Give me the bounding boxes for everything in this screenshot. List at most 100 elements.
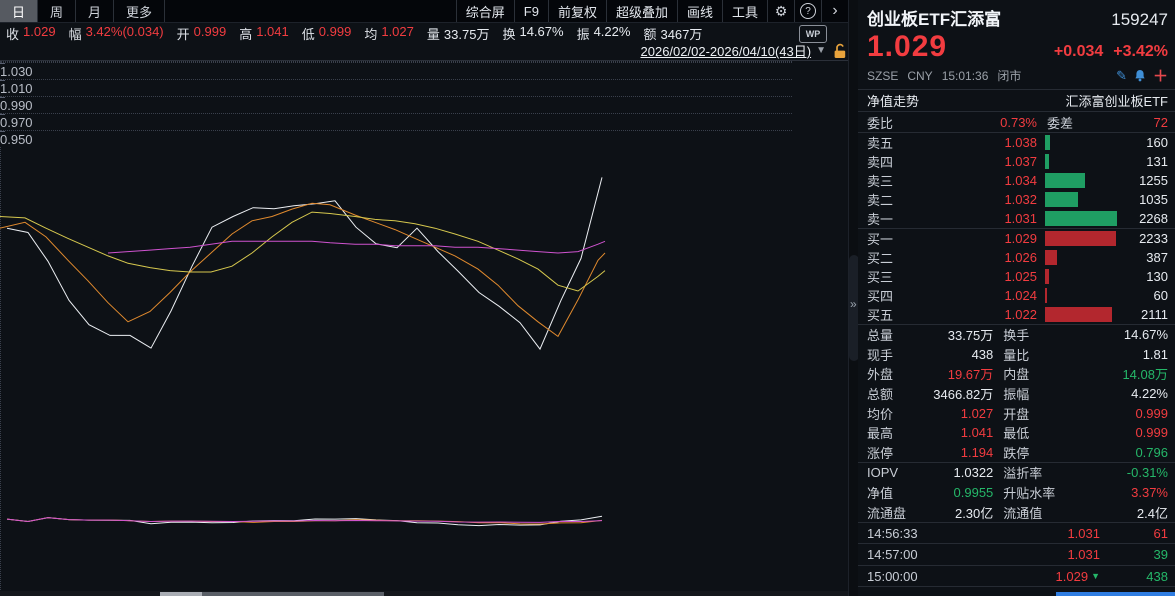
book-volume-bar: [1045, 231, 1116, 246]
stat-value: 33.75万: [947, 328, 994, 344]
toolbar-button-前复权[interactable]: 前复权: [547, 0, 606, 22]
info-item: 换 14.67%: [502, 24, 563, 43]
info-item: 开 0.999: [177, 24, 227, 43]
book-price[interactable]: 1.038: [1004, 135, 1037, 150]
book-level-label: 卖四: [867, 155, 894, 170]
book-volume: 1035: [1139, 192, 1168, 207]
tab-period-周[interactable]: 周: [38, 0, 77, 22]
info-value: 0.999: [318, 23, 352, 39]
chevron-right-icon[interactable]: ›: [821, 0, 848, 22]
tick-row[interactable]: 15:00:00 1.029 ▼ 438: [858, 566, 1175, 588]
tick-row[interactable]: 14:56:33 1.031 61: [858, 523, 1175, 545]
book-bar-wrap: [1045, 250, 1122, 265]
weicha-label: 委差: [1047, 115, 1074, 131]
info-item: 均 1.027: [364, 24, 414, 43]
info-label: 换: [502, 26, 516, 42]
settings-gear-icon[interactable]: ⚙: [767, 0, 794, 22]
add-plus-icon[interactable]: ＋: [1152, 68, 1168, 85]
stat-label: 涨停: [867, 445, 894, 461]
stat-value: 3.37%: [1131, 485, 1168, 501]
stat-label: 量比: [1003, 347, 1030, 363]
info-label: 幅: [68, 26, 82, 42]
book-price[interactable]: 1.024: [1004, 288, 1037, 303]
book-bar-wrap: [1045, 135, 1122, 150]
book-price[interactable]: 1.031: [1004, 211, 1037, 226]
stats-row: 总量 33.75万 换手 14.67%: [858, 325, 1175, 345]
info-label: 量: [426, 26, 440, 42]
grid-line: [0, 113, 792, 114]
order-book-row: 卖一 1.031 2268: [858, 209, 1175, 228]
info-item: 振 4.22%: [577, 24, 631, 43]
stat-label: 开盘: [1003, 406, 1030, 422]
stats-row: 最高 1.041 最低 0.999: [858, 423, 1175, 443]
book-price[interactable]: 1.022: [1004, 307, 1037, 322]
tick-time: 15:00:00: [867, 568, 918, 584]
book-volume: 2268: [1139, 211, 1168, 226]
book-volume: 2233: [1139, 231, 1168, 246]
stat-value: 0.999: [1135, 405, 1168, 421]
stat-value: 1.194: [960, 444, 994, 460]
order-book-row: 卖三 1.034 1255: [858, 171, 1175, 190]
book-price[interactable]: 1.026: [1004, 250, 1037, 265]
stats-block: 总量 33.75万 换手 14.67% 现手 438 量比 1.81 外盘 19.67万 内盘 14.…: [858, 325, 1175, 462]
book-price[interactable]: 1.037: [1004, 154, 1037, 169]
book-volume-bar: [1045, 211, 1117, 226]
divider-handle[interactable]: [849, 255, 859, 361]
book-volume: 131: [1146, 154, 1168, 169]
grid-line: [0, 130, 792, 131]
book-volume: 130: [1146, 269, 1168, 284]
nav-trend-label[interactable]: 净值走势: [867, 94, 920, 109]
book-level-label: 买四: [867, 289, 894, 304]
period-tab-bar: 日周月更多 综合屏 F9 前复权 超级叠加 画线 工具 ⚙ ? ›: [0, 0, 848, 23]
stats-row: 流通盘 2.30亿 流通值 2.4亿: [858, 502, 1175, 522]
kline-chart-canvas[interactable]: 1.0301.0100.9900.9700.95026-0326-048400万…: [0, 60, 848, 596]
stats-row: IOPV 1.0322 溢折率 -0.31%: [858, 463, 1175, 483]
stat-label: 总量: [867, 328, 894, 344]
tick-list: 14:56:33 1.031 61 14:57:00 1.031 39 15:00:00 1.…: [858, 523, 1175, 588]
stat-value: 3466.82万: [933, 387, 994, 403]
book-level-label: 卖五: [867, 136, 894, 151]
stat-value: 14.08万: [1122, 367, 1168, 383]
tick-row[interactable]: 14:57:00 1.031 39: [858, 544, 1175, 566]
book-price[interactable]: 1.029: [1004, 231, 1037, 246]
tab-period-更多[interactable]: 更多: [114, 0, 166, 22]
scrollbar-thumb[interactable]: [202, 592, 384, 596]
edit-pencil-icon[interactable]: ✎: [1116, 67, 1127, 83]
y-axis-label: 1.010: [0, 81, 33, 96]
stat-label: 净值: [867, 486, 894, 502]
tab-period-日[interactable]: 日: [0, 0, 39, 22]
book-bar-wrap: [1045, 231, 1122, 246]
stat-value: -0.31%: [1126, 465, 1168, 481]
toolbar-button-综合屏[interactable]: 综合屏: [455, 0, 514, 22]
toolbar-button-F9[interactable]: F9: [513, 0, 548, 22]
instrument-code: 159247: [1111, 10, 1168, 29]
stat-label: 外盘: [867, 367, 894, 383]
order-book-row: 卖四 1.037 131: [858, 152, 1175, 171]
scrollbar-thumb-light[interactable]: [160, 592, 202, 596]
book-bar-wrap: [1045, 288, 1122, 303]
wp-badge-icon[interactable]: WP: [799, 25, 827, 43]
help-icon[interactable]: ?: [794, 0, 821, 22]
alert-bell-icon[interactable]: [1134, 69, 1146, 82]
book-price[interactable]: 1.034: [1004, 173, 1037, 188]
collapse-panel-icon[interactable]: »: [850, 297, 857, 311]
tab-period-月[interactable]: 月: [76, 0, 115, 22]
tick-price: 1.031: [1067, 525, 1100, 541]
book-level-label: 买二: [867, 251, 894, 266]
book-price[interactable]: 1.025: [1004, 269, 1037, 284]
info-item: 低 0.999: [302, 24, 352, 43]
price-change: +0.034: [1053, 43, 1104, 60]
chevron-down-icon[interactable]: ▼: [816, 45, 826, 56]
toolbar-button-超级叠加[interactable]: 超级叠加: [605, 0, 677, 22]
chart-toolbar: 综合屏 F9 前复权 超级叠加 画线 工具 ⚙ ? ›: [455, 0, 848, 22]
unlock-icon[interactable]: [833, 43, 847, 59]
info-value: 1.029: [23, 23, 56, 39]
book-price[interactable]: 1.032: [1004, 192, 1037, 207]
toolbar-button-工具[interactable]: 工具: [721, 0, 767, 22]
info-value: 1.041: [256, 23, 289, 39]
date-range-selector[interactable]: 2026/02/02-2026/04/10(43日): [640, 44, 812, 59]
info-value: 33.75万: [443, 26, 490, 42]
grid-line: [0, 62, 792, 63]
toolbar-button-画线[interactable]: 画线: [676, 0, 722, 22]
grid-line: [0, 61, 792, 62]
